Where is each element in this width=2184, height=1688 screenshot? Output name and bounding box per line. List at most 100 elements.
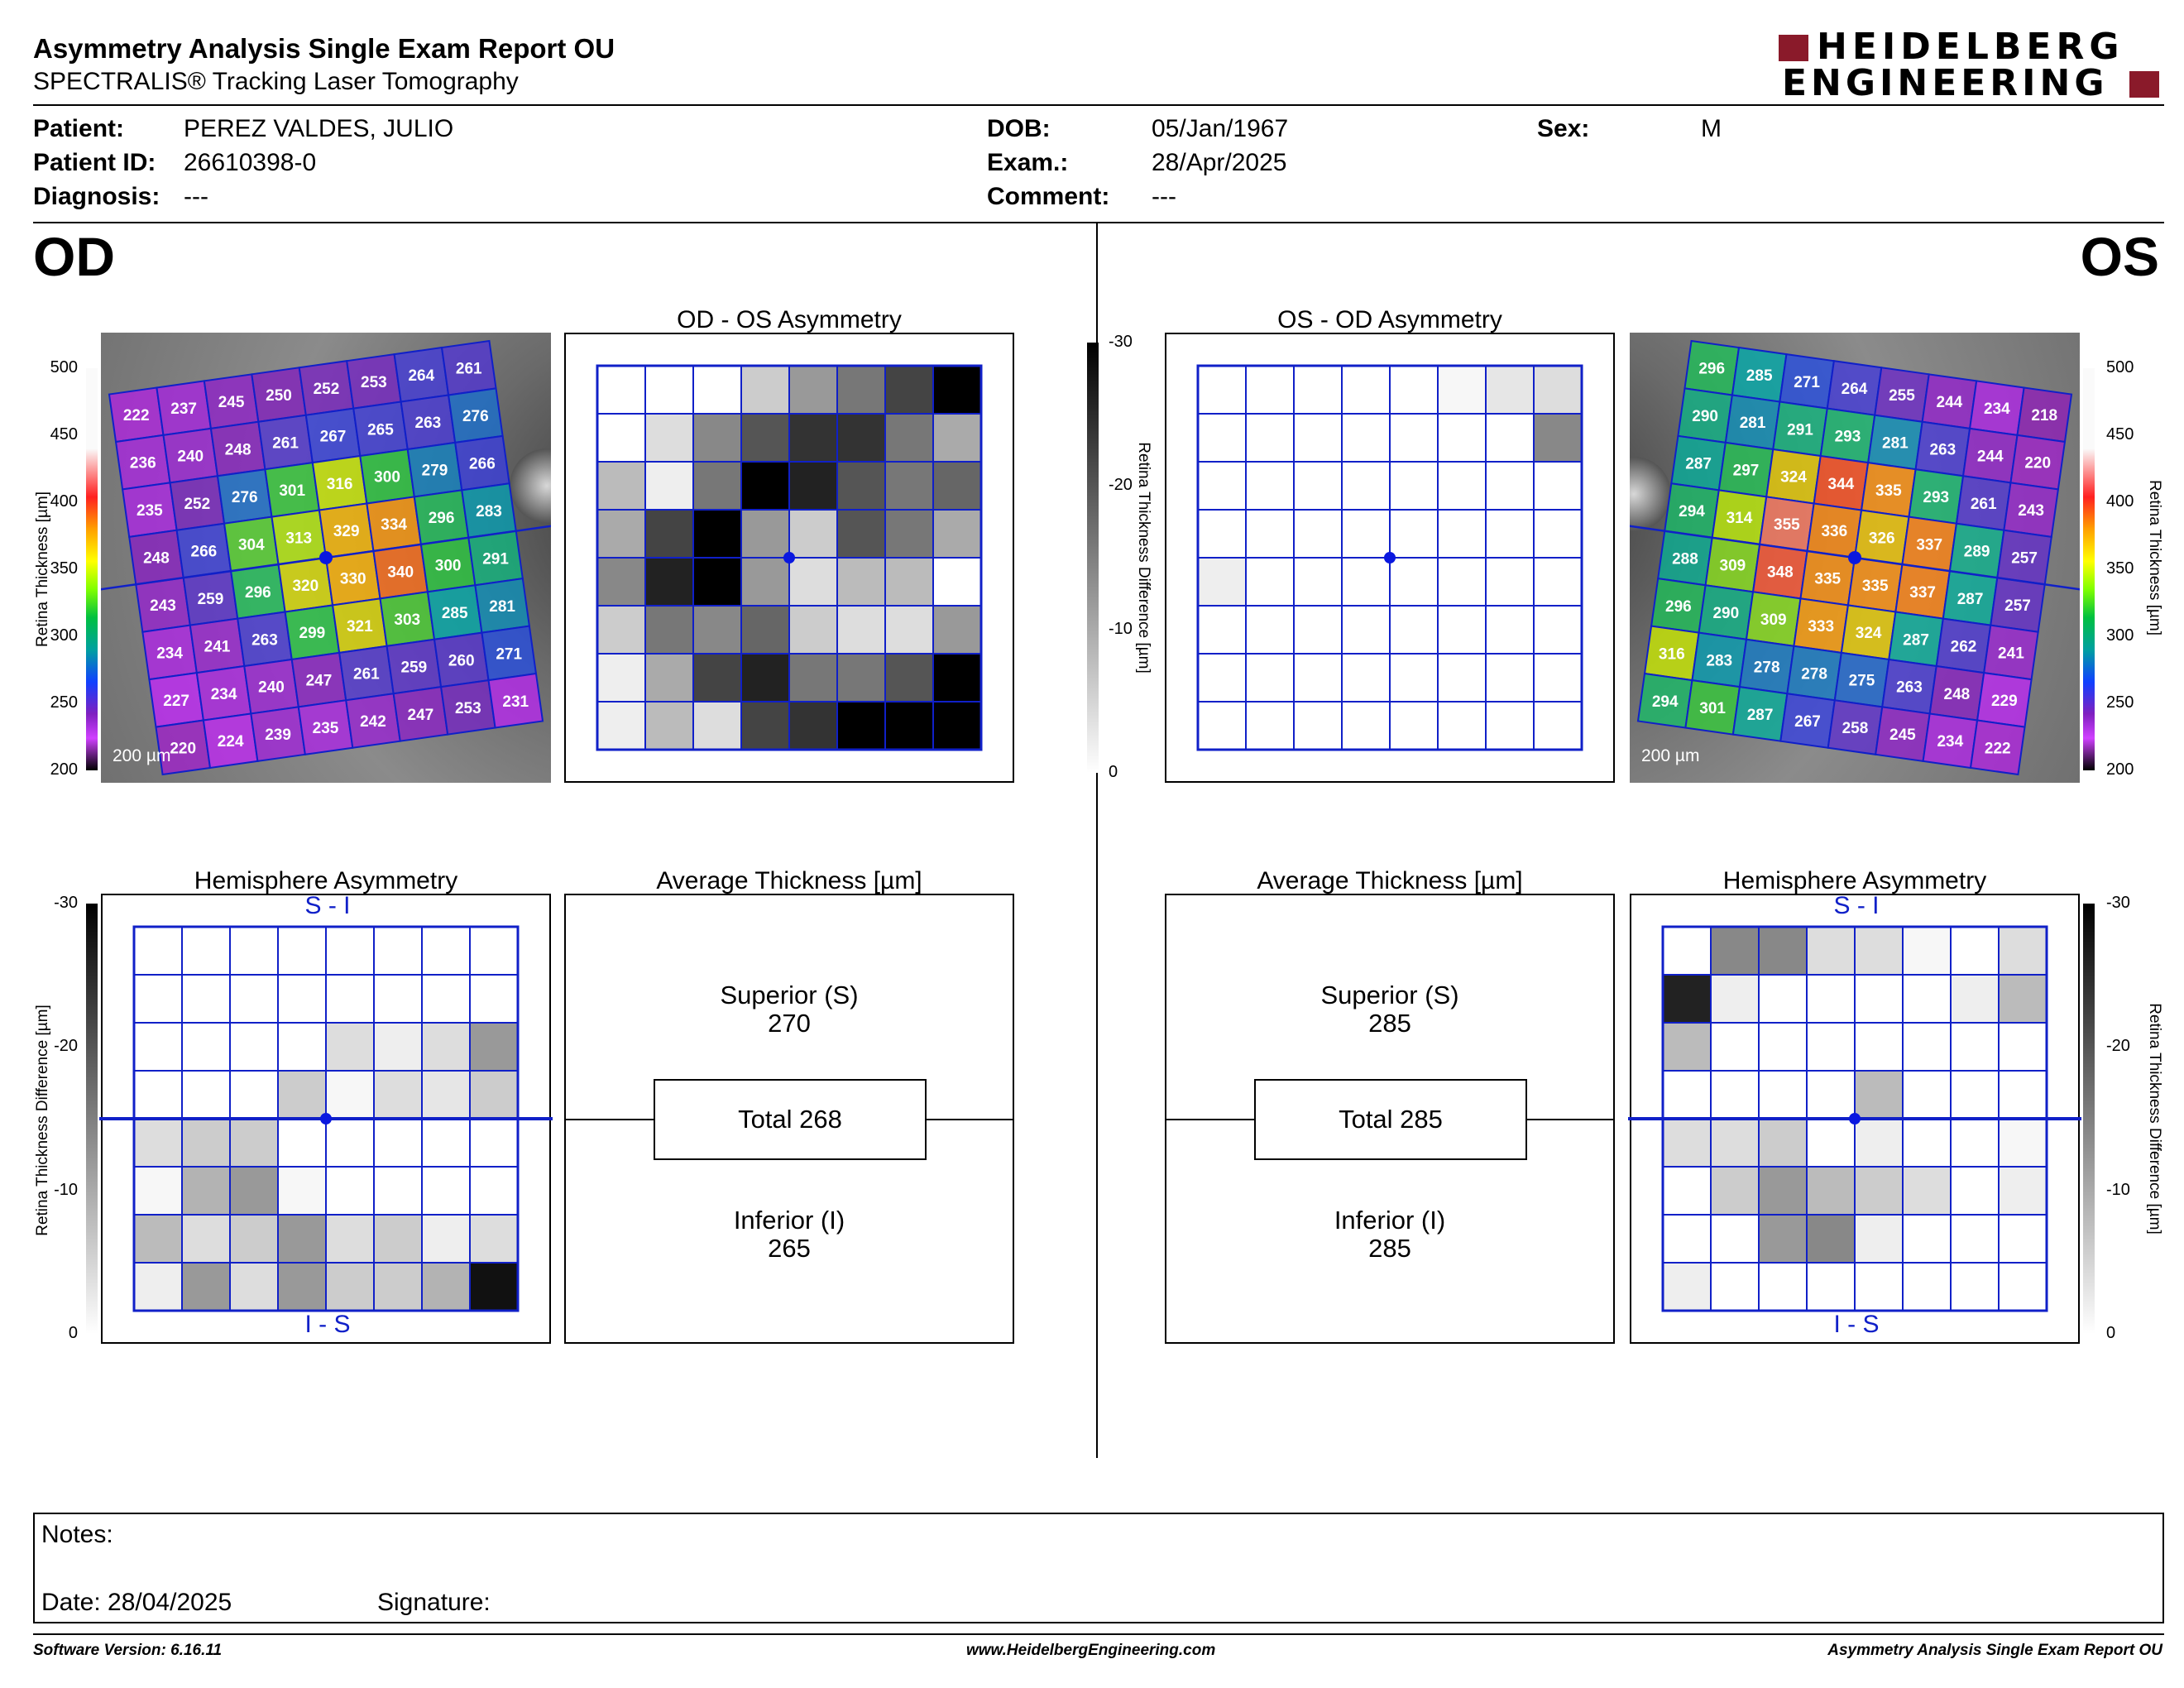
- od-asym-cell: [740, 461, 790, 511]
- os-asym-cell: [1341, 653, 1391, 703]
- od-map-value-label: 261: [456, 361, 482, 378]
- od-asym-cell: [836, 365, 886, 415]
- od-asym-cell: [644, 701, 694, 750]
- os-hemi-title: Hemisphere Asymmetry: [1722, 867, 1987, 894]
- os-hemi-cell: [1902, 1118, 1952, 1168]
- od-label: OD: [33, 226, 115, 287]
- os-map-value-label: 287: [1903, 631, 1929, 649]
- od-asym-cell: [692, 365, 742, 415]
- tick-label: -20: [1109, 476, 1133, 495]
- signature-label: Signature:: [377, 1589, 491, 1616]
- os-hemi-cell: [1806, 926, 1856, 976]
- tick-label: 350: [2106, 559, 2134, 578]
- os-hemi-cell: [1662, 1214, 1712, 1264]
- os-asym-border: [1196, 364, 1583, 751]
- tick-label: 350: [50, 559, 78, 578]
- os-avg-title: Average Thickness [µm]: [1257, 867, 1523, 894]
- os-hemi-cell: [1902, 926, 1952, 976]
- software-version: Software Version: 6.16.11: [33, 1642, 223, 1659]
- sex-value: M: [1701, 115, 1722, 142]
- od-asym-cell: [596, 461, 646, 511]
- od-map-value-label: 234: [156, 645, 183, 662]
- patient-name-label: Patient:: [33, 115, 125, 142]
- od-map-value-label: 239: [265, 727, 291, 744]
- od-hemi-cell: [325, 1070, 375, 1120]
- footer-report-name: Asymmetry Analysis Single Exam Report OU: [1827, 1642, 2162, 1659]
- os-hemi-cell: [1902, 1070, 1952, 1120]
- od-asym-cell: [884, 509, 934, 559]
- os-hemi-cell: [1806, 1262, 1856, 1312]
- os-map-value-label: 336: [1821, 523, 1847, 540]
- os-hemi-cell: [1950, 926, 2000, 976]
- od-map-value-label: 252: [314, 381, 340, 398]
- od-asym-cell: [644, 653, 694, 703]
- od-map-value-label: 260: [448, 652, 475, 669]
- od-hemi-cell: [469, 1214, 519, 1264]
- footer-divider: [33, 1633, 2164, 1635]
- os-hemi-cell: [1854, 926, 1904, 976]
- od-hemi-cell: [181, 1070, 231, 1120]
- os-asym-cell: [1341, 557, 1391, 607]
- od-asym-cell: [692, 653, 742, 703]
- notes-box[interactable]: Notes: Date: 28/04/2025 Signature:: [33, 1513, 2164, 1623]
- os-hemi-cell: [1710, 926, 1760, 976]
- os-asym-cell: [1197, 365, 1247, 415]
- os-hemi-cell: [1710, 1214, 1760, 1264]
- od-hemi-cell: [133, 1214, 183, 1264]
- os-hemi-cell: [1998, 1166, 2048, 1216]
- patient-name: PEREZ VALDES, JULIO: [184, 115, 454, 142]
- os-asym-cell: [1245, 461, 1295, 511]
- od-asym-cell: [788, 701, 838, 750]
- os-map-value-label: 324: [1780, 469, 1807, 487]
- os-hemi-cell: [1710, 1262, 1760, 1312]
- od-map-value-label: 247: [306, 673, 333, 690]
- os-hemi-fovea-marker: [1849, 1113, 1861, 1125]
- os-hemi-cell: [1998, 1070, 2048, 1120]
- os-hemi-cell: [1854, 974, 1904, 1024]
- os-inferior-value: 285: [1368, 1234, 1411, 1263]
- os-hemi-colorbar: [2083, 904, 2095, 1334]
- od-hemi-cell: [469, 1022, 519, 1072]
- os-label: OS: [2080, 226, 2159, 287]
- os-map-value-label: 255: [1889, 387, 1915, 405]
- od-asym-grid: [596, 364, 983, 751]
- os-asym-cell: [1245, 653, 1295, 703]
- od-asym-border: [596, 364, 983, 751]
- os-map-value-label: 309: [1760, 611, 1787, 629]
- os-asym-cell: [1437, 701, 1487, 750]
- os-map-value-label: 234: [1937, 733, 1963, 750]
- od-asym-cell: [932, 413, 982, 463]
- od-hemi-cell: [469, 1070, 519, 1120]
- tick-label: 400: [2106, 492, 2134, 511]
- os-hemi-cell: [1662, 926, 1712, 976]
- od-map-value-label: 261: [272, 434, 299, 452]
- os-asym-cell: [1197, 605, 1247, 655]
- od-avg-panel: Superior (S) 270 Total 268 Inferior (I) …: [564, 894, 1014, 1344]
- os-map-value-label: 335: [1875, 482, 1902, 500]
- os-asym-cell: [1389, 509, 1439, 559]
- od-asym-cell: [884, 461, 934, 511]
- os-asym-panel: [1165, 333, 1615, 783]
- os-hemi-ticks: -30 -20 -10 0: [2098, 894, 2151, 1342]
- os-avg-panel: Superior (S) 285 Total 285 Inferior (I) …: [1165, 894, 1615, 1344]
- center-diff-ticks: -30 -20 -10 0: [1100, 333, 1150, 781]
- os-map-value-label: 262: [1951, 638, 1977, 655]
- od-hemi-cell: [373, 1166, 423, 1216]
- od-asym-cell: [740, 653, 790, 703]
- os-asym-cell: [1533, 653, 1583, 703]
- os-asym-cell: [1437, 653, 1487, 703]
- tick-label: 450: [50, 425, 78, 444]
- os-asym-cell: [1197, 557, 1247, 607]
- os-hemi-cell: [1758, 1262, 1808, 1312]
- od-hemi-cell: [133, 1166, 183, 1216]
- diagnosis-value: ---: [184, 183, 208, 210]
- od-hemi-cell: [469, 974, 519, 1024]
- tick-label: 500: [2106, 358, 2134, 376]
- os-asym-cell: [1293, 413, 1343, 463]
- os-map-value-label: 275: [1849, 673, 1875, 690]
- patient-divider: [33, 222, 2164, 223]
- os-asym-cell: [1389, 365, 1439, 415]
- os-asym-cell: [1245, 557, 1295, 607]
- website-link[interactable]: www.HeidelbergEngineering.com: [966, 1642, 1216, 1659]
- os-map-value-label: 333: [1808, 618, 1834, 635]
